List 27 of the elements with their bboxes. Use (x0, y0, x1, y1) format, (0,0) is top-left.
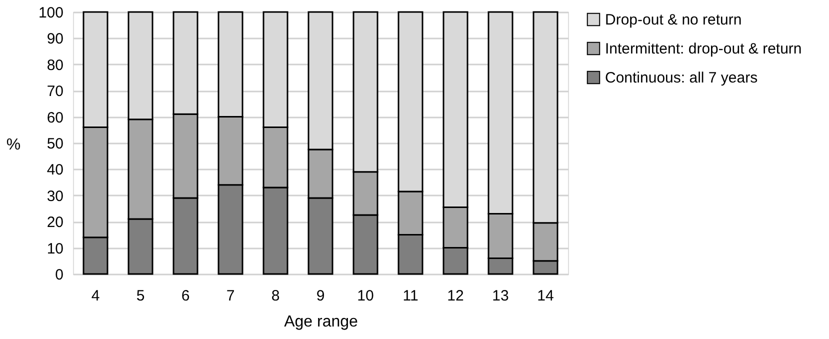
x-tick-label: 12 (447, 288, 464, 304)
y-tick-label: 30 (46, 188, 64, 205)
x-tick-label: 7 (226, 288, 235, 304)
y-tick-label: 40 (46, 162, 64, 179)
x-tick-label: 9 (316, 288, 325, 304)
y-tick-label: 20 (46, 214, 64, 232)
legend-label: Intermittent: drop-out & return (605, 40, 802, 58)
y-axis-title: % (6, 136, 21, 154)
y-tick-label: 80 (46, 56, 64, 74)
x-tick-label: 8 (271, 288, 280, 304)
y-tick-label: 100 (38, 4, 64, 22)
y-tick-label: 50 (46, 136, 64, 152)
x-tick-label: 6 (181, 288, 190, 304)
y-tick-label: 60 (46, 109, 64, 126)
x-tick-label: 10 (357, 288, 374, 304)
y-tick-label: 90 (46, 30, 64, 48)
legend-label: Drop-out & no return (605, 12, 742, 28)
x-tick-label: 13 (492, 288, 509, 304)
x-tick-label: 11 (402, 288, 418, 304)
x-tick-label: 14 (537, 288, 554, 304)
x-tick-label: 5 (136, 288, 145, 304)
y-tick-label: 0 (55, 266, 64, 284)
y-tick-label: 70 (46, 83, 64, 100)
legend-label: Continuous: all 7 years (605, 70, 758, 86)
x-tick-label: 4 (91, 288, 100, 304)
x-axis-title: Age range (284, 314, 358, 330)
y-tick-label: 10 (46, 240, 64, 258)
